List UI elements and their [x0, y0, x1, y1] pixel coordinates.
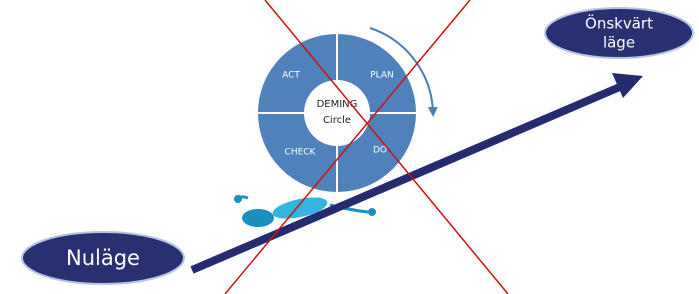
quadrant-label: PLAN [370, 71, 394, 81]
quadrant-label: DO [373, 146, 387, 156]
quadrant-label: ACT [282, 71, 300, 81]
quadrant-label: CHECK [285, 148, 317, 158]
deming-circle: DEMING Circle ACT PLAN CHECK DO [257, 33, 417, 193]
center-label: Circle [323, 115, 351, 126]
goal-node: Önskvärt läge [545, 8, 693, 58]
goal-label: läge [603, 34, 635, 52]
goal-label: Önskvärt [585, 14, 653, 33]
start-label: Nuläge [66, 246, 140, 270]
diagram: DEMING Circle ACT PLAN CHECK DO Nuläge Ö… [0, 0, 699, 294]
start-node: Nuläge [22, 232, 184, 284]
